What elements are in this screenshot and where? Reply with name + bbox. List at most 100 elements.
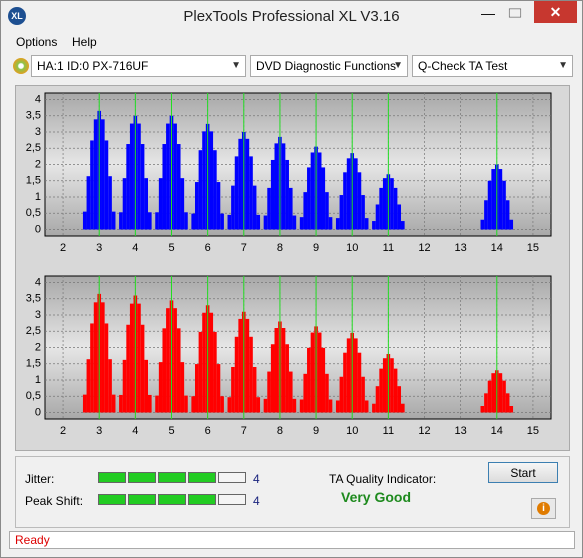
minimize-button[interactable]: —: [481, 5, 495, 21]
bar: [86, 359, 91, 413]
indicator-segment: [158, 494, 186, 505]
bar: [198, 331, 203, 413]
bar: [361, 376, 365, 413]
function-select[interactable]: DVD Diagnostic Functions ▼: [250, 55, 408, 77]
bar: [176, 144, 181, 230]
bar: [111, 394, 116, 413]
bar: [487, 180, 492, 230]
bar: [321, 347, 326, 413]
bar: [245, 138, 250, 230]
bar: [180, 178, 185, 230]
select-text: DVD Diagnostic Functions: [256, 59, 397, 73]
bar: [227, 397, 232, 413]
close-button[interactable]: ✕: [534, 1, 577, 23]
title-bar: [1, 1, 582, 31]
bar: [209, 312, 214, 413]
bar: [213, 331, 217, 413]
bar: [307, 347, 311, 413]
bar: [335, 218, 340, 230]
bar: [281, 328, 286, 413]
bar: [209, 131, 214, 230]
bar: [270, 159, 275, 230]
bar: [108, 176, 112, 230]
drive-select[interactable]: HA:1 ID:0 PX-716UF ▼: [31, 55, 246, 77]
bar: [375, 386, 380, 413]
bar: [93, 119, 98, 230]
bar: [379, 368, 383, 413]
bar: [480, 406, 485, 413]
bar: [307, 167, 311, 230]
bar: [90, 323, 94, 413]
bar: [288, 187, 293, 230]
bar: [90, 140, 94, 230]
select-text: Q-Check TA Test: [418, 59, 508, 73]
bar: [162, 328, 167, 413]
y-tick-label: 3,5: [26, 293, 41, 305]
x-tick-label: 3: [96, 425, 102, 437]
bar: [216, 364, 221, 413]
bar: [310, 332, 315, 413]
bar: [509, 219, 514, 230]
x-tick-label: 3: [96, 242, 102, 254]
bar: [491, 373, 495, 413]
bar: [108, 359, 112, 413]
bar: [484, 200, 488, 230]
x-tick-label: 13: [455, 242, 467, 254]
bar: [498, 373, 503, 413]
quality-value: Very Good: [341, 489, 412, 505]
bar: [325, 373, 329, 413]
x-tick-label: 10: [346, 242, 358, 254]
y-tick-label: 3: [35, 126, 41, 138]
bar: [104, 140, 109, 230]
bar: [328, 217, 333, 230]
bar: [249, 336, 253, 413]
bar: [122, 178, 127, 230]
bar: [498, 169, 503, 230]
test-select[interactable]: Q-Check TA Test ▼: [412, 55, 573, 77]
indicator-segment: [158, 472, 186, 483]
y-tick-label: 1,5: [26, 358, 41, 370]
bar: [372, 403, 376, 413]
bar: [194, 182, 199, 230]
bar: [328, 399, 333, 413]
result-panel: [15, 456, 570, 528]
bar: [162, 144, 167, 230]
bar: [238, 318, 242, 413]
bar: [325, 192, 329, 230]
status-text: Ready: [15, 533, 50, 547]
charts: 00,511,522,533,542 3 4 5 6 7 8 9 10 11 12 13 14 1500,…: [26, 92, 552, 437]
y-tick-label: 2: [35, 341, 41, 353]
window-title: PlexTools Professional XL V3.16: [183, 8, 400, 25]
indicator-segment: [98, 472, 126, 483]
y-tick-label: 3: [35, 309, 41, 321]
menu-item[interactable]: Help: [72, 35, 97, 49]
bar: [111, 211, 116, 230]
bar: [346, 158, 351, 230]
y-tick-label: 0: [35, 406, 41, 418]
bar: [104, 323, 109, 413]
bar: [249, 156, 253, 230]
bar: [382, 178, 387, 230]
bar: [509, 406, 514, 413]
y-tick-label: 0,5: [26, 207, 41, 219]
bar: [140, 144, 145, 230]
bar: [238, 138, 242, 230]
start-button[interactable]: Start: [488, 462, 558, 483]
x-tick-label: 7: [241, 242, 247, 254]
bar: [397, 386, 402, 413]
x-tick-label: 5: [168, 242, 174, 254]
bar: [263, 215, 268, 230]
x-tick-label: 14: [491, 242, 503, 254]
maximize-button[interactable]: [508, 8, 522, 18]
info-button[interactable]: i: [531, 498, 556, 519]
x-tick-label: 4: [132, 425, 138, 437]
bar: [317, 332, 322, 413]
bar: [129, 303, 134, 413]
bar: [292, 215, 297, 230]
indicator-segment: [188, 494, 216, 505]
menu-item[interactable]: Options: [16, 35, 58, 49]
bar: [288, 371, 293, 413]
y-tick-label: 0,5: [26, 390, 41, 402]
x-tick-label: 9: [313, 242, 319, 254]
bar: [126, 324, 130, 413]
